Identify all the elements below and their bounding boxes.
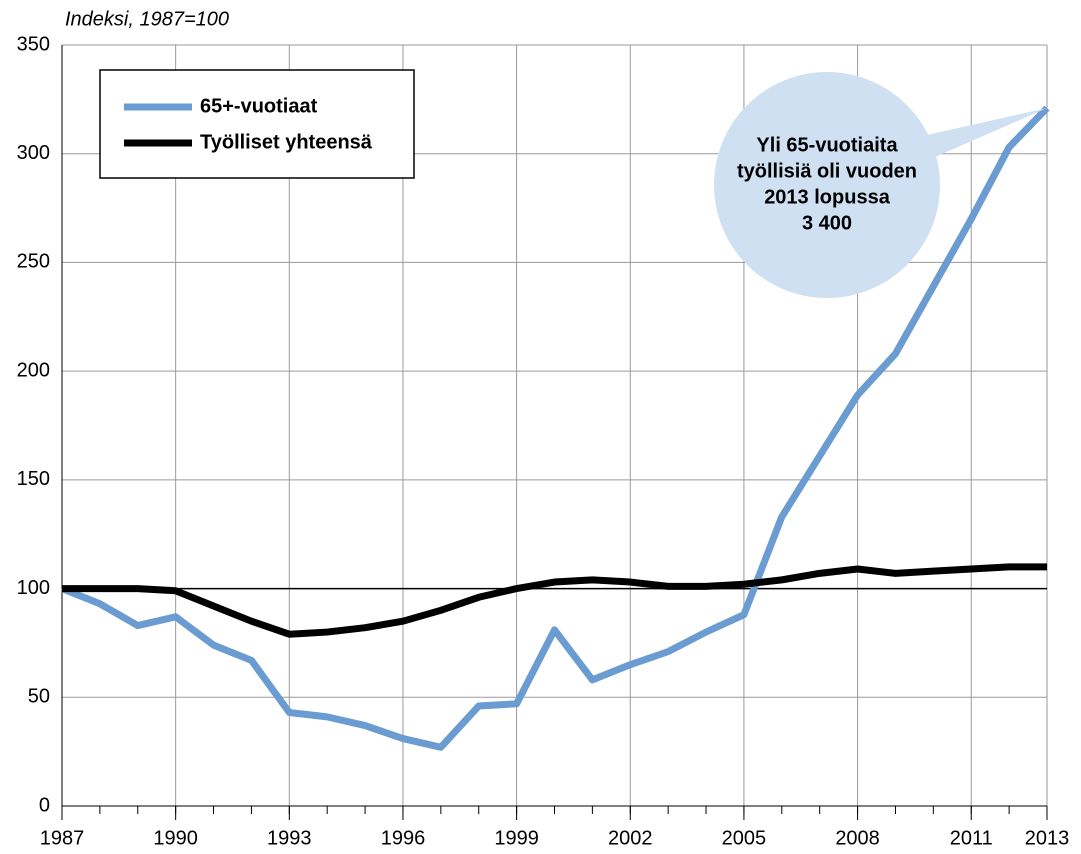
- annotation-bubble: [714, 72, 940, 298]
- y-tick-label: 150: [17, 468, 50, 490]
- x-tick-label: 2008: [835, 827, 880, 849]
- x-tick-label: 1990: [153, 827, 198, 849]
- x-tick-label: 1999: [494, 827, 539, 849]
- annotation-text: työllisiä oli vuoden: [737, 160, 917, 182]
- annotation-text: Yli 65-vuotiaita: [756, 134, 898, 156]
- annotation-pointer: [927, 108, 1047, 157]
- x-tick-label: 1993: [267, 827, 312, 849]
- y-tick-label: 200: [17, 359, 50, 381]
- x-tick-label: 1987: [40, 827, 85, 849]
- y-tick-label: 100: [17, 577, 50, 599]
- x-tick-label: 2011: [950, 827, 993, 849]
- legend-label: Työlliset yhteensä: [200, 131, 373, 153]
- legend-label: 65+-vuotiaat: [200, 95, 318, 117]
- annotation-text: 3 400: [802, 212, 852, 234]
- legend-box: [99, 69, 415, 179]
- series-line: [62, 563, 1047, 638]
- y-tick-label: 50: [28, 686, 50, 708]
- y-tick-label: 300: [17, 142, 50, 164]
- y-tick-label: 0: [39, 794, 50, 816]
- y-tick-label: 350: [17, 33, 50, 55]
- series-line: [60, 105, 1050, 751]
- y-axis-label: Indeksi, 1987=100: [65, 8, 229, 30]
- x-tick-label: 2002: [608, 827, 653, 849]
- x-tick-label: 1996: [381, 827, 426, 849]
- annotation-text: 2013 lopussa: [764, 186, 891, 208]
- x-tick-label: 2005: [722, 827, 767, 849]
- y-tick-label: 250: [17, 251, 50, 273]
- x-tick-label: 2013: [1025, 827, 1070, 849]
